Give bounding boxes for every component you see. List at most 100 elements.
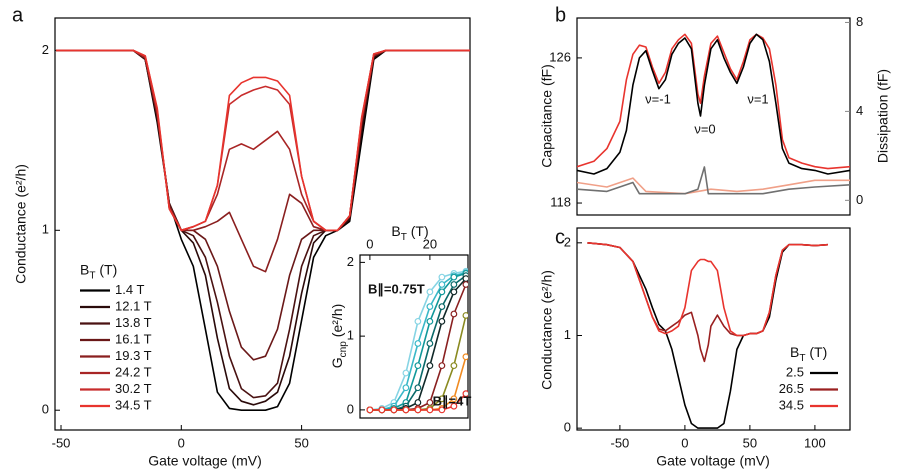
legend-title: BT (T) [790,344,827,364]
marker [426,406,434,414]
marker [402,369,410,377]
legend-label: 30.2 T [115,381,152,396]
marker [414,399,422,406]
annotation: ν=0 [694,121,715,136]
marker [414,317,422,325]
y2-tick-label: 8 [856,14,863,29]
x-tick-label: 0 [178,435,185,450]
series-group [577,33,850,195]
legend-title: BT (T) [80,261,117,281]
marker [450,281,458,288]
marker [426,288,434,296]
y-tick-label: 1 [42,222,49,237]
y-axis-label: Capacitance (fF) [539,64,555,167]
x-tick-label: -50 [52,435,71,450]
marker [438,317,446,325]
marker [450,362,458,370]
series-group [587,242,828,429]
marker [438,281,446,288]
y-tick-label: 0 [42,402,49,417]
series-line [577,33,850,170]
x-axis-label: BT (T) [391,223,428,243]
marker [402,384,410,392]
y-tick-label: 1 [347,328,354,343]
series-line [577,33,850,175]
series-line [577,177,850,195]
label-part: T [401,232,407,243]
panel-label: a [12,4,24,26]
x-tick-label: 100 [804,435,826,450]
marker [438,406,446,414]
marker [438,362,446,370]
series-group [366,267,468,414]
series-group [56,49,470,411]
y2-axis-label: Dissipation (fF) [875,69,891,163]
y-axis-label: Conductance (e²/h) [539,270,555,390]
x-tick-label: 0 [681,435,688,450]
x-tick-label: 20 [423,236,437,251]
label-part: (e²/h) [329,304,345,341]
marker [450,395,458,403]
legend-label: 2.5 [786,364,804,379]
y-tick-label: 2 [347,254,354,269]
series-line [587,242,828,337]
series-line [56,49,470,232]
marker [438,273,446,281]
label-part: (T) [407,223,429,239]
y-tick-label: 126 [549,49,571,64]
label-part: (T) [806,344,828,360]
marker [438,288,446,296]
legend-label: 16.1 T [115,331,152,346]
legend-label: 12.1 T [115,298,152,313]
marker [402,406,410,414]
marker [390,406,398,414]
annotation: ν=-1 [645,91,671,106]
annotation: ν=1 [747,91,768,106]
marker [462,390,468,398]
marker [450,310,458,318]
legend-label: 13.8 T [115,315,152,330]
marker [414,384,422,392]
y2-tick-label: 4 [856,103,863,118]
annotation: B∥=0.75T [368,281,425,297]
marker [414,406,422,414]
y-axis-label: Gcnp (e²/h) [329,304,349,368]
label-part: B [80,261,89,277]
y-tick-label: 2 [42,42,49,57]
marker [462,281,468,288]
annotation: B∥=4T [433,393,472,409]
y-tick-label: 0 [564,420,571,435]
marker [462,312,468,319]
y-tick-label: 0 [347,401,354,416]
marker [438,303,446,311]
legend-label: 19.3 T [115,348,152,363]
legend-label: 24.2 T [115,364,152,379]
marker [366,406,374,414]
marker [426,317,434,325]
y-axis-label: Conductance (e²/h) [13,164,29,284]
marker [438,395,446,403]
label-part: B [790,344,799,360]
panel-label: c [555,226,565,248]
marker [378,406,386,414]
marker [462,275,468,283]
marker [450,288,458,296]
y-tick-label: 118 [550,194,571,209]
marker [414,362,422,370]
y2-tick-label: 0 [856,192,863,207]
legend-label: 1.4 T [115,282,144,297]
marker [450,402,458,410]
label-part: cnp [338,341,349,358]
x-tick-label: -50 [611,435,630,450]
plot-frame [576,227,851,431]
legend-label: 34.5 [779,397,804,412]
series-line [577,166,850,195]
y-tick-label: 1 [564,327,571,342]
y-tick-label: 2 [564,234,571,249]
label-part: T [799,353,805,364]
legend-label: 26.5 [779,381,804,396]
label-part: (T) [96,261,118,277]
legend-label: 34.5 T [115,397,152,412]
